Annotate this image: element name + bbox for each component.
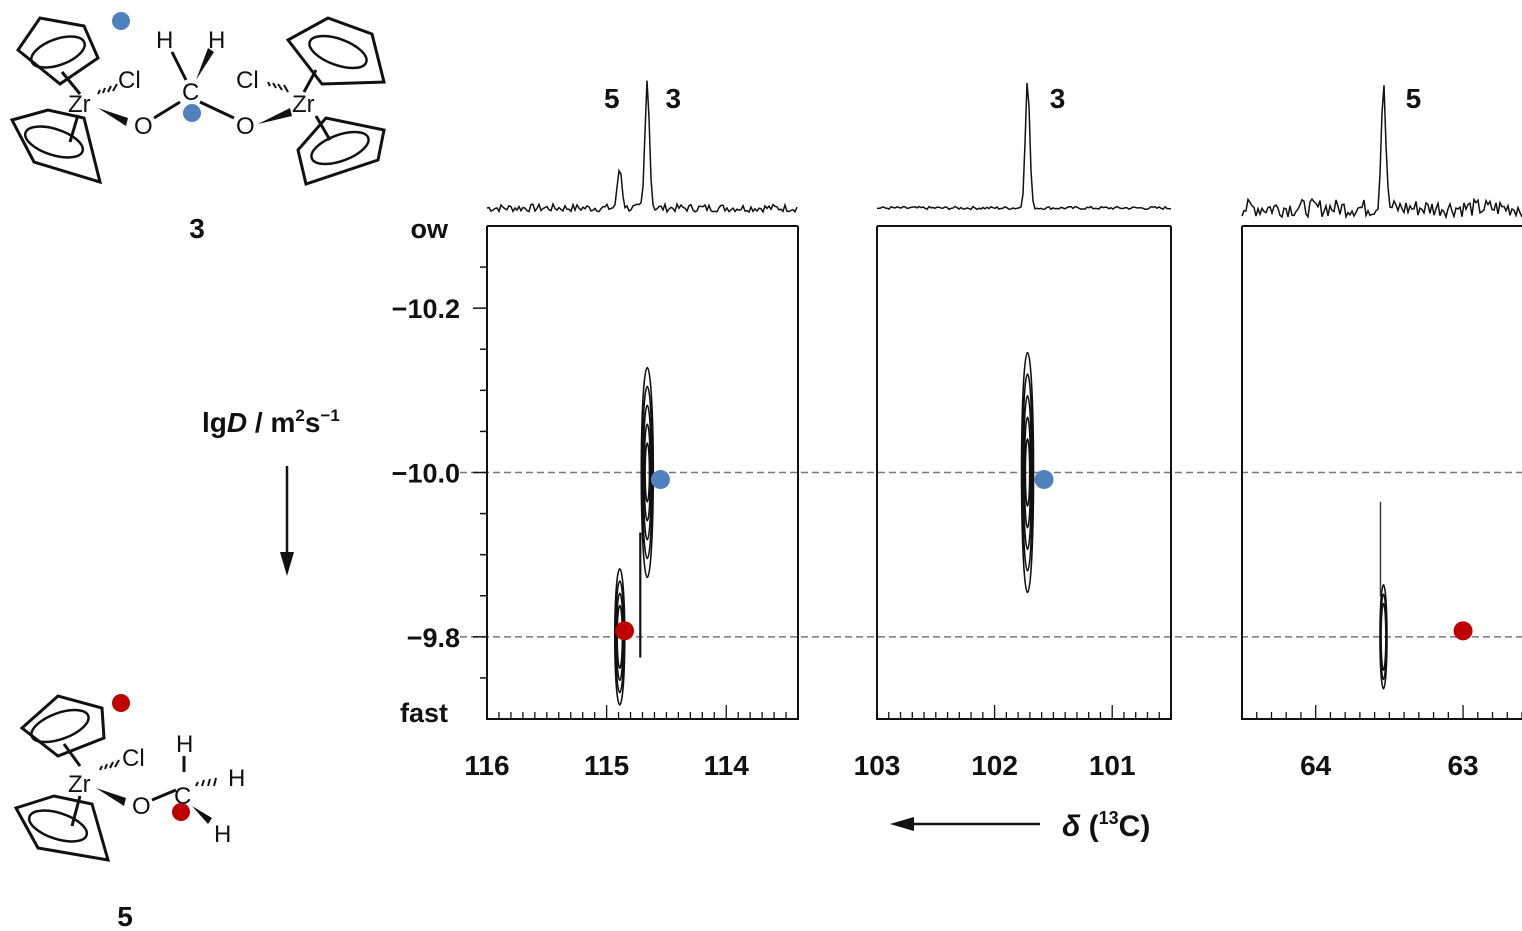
cross-peak-3 [639, 366, 655, 658]
compound-3-number: 3 [189, 213, 205, 244]
x-tick-label: 103 [854, 750, 901, 781]
peak-label: 3 [1050, 83, 1066, 114]
atom-o: O [134, 113, 153, 140]
peak-label: 3 [665, 83, 681, 114]
atom-h: H [156, 27, 173, 54]
compound-5-marker [172, 803, 190, 821]
atom-h: H [228, 765, 245, 792]
compound-3-atoms: Zr Cl O H H C O Cl Zr 3 [68, 12, 315, 244]
cp-ring-inner-icon [308, 34, 368, 70]
contour-line [1023, 416, 1032, 529]
contour-line [641, 385, 654, 560]
y-direction-arrow [280, 466, 294, 576]
contour-line [1021, 373, 1034, 572]
cp-ring-icon [9, 108, 103, 185]
contour-line [640, 366, 655, 579]
compound-5-structure [13, 694, 217, 862]
y-top-label: ow [411, 214, 449, 244]
compound-5-marker [615, 621, 635, 641]
contour-line [642, 404, 653, 541]
atom-h: H [214, 821, 231, 848]
compound-3-marker [183, 104, 201, 122]
atom-c: C [182, 79, 199, 106]
contour-line [644, 442, 651, 503]
atom-cl: Cl [236, 67, 259, 94]
compound-3-marker [650, 470, 670, 489]
panel-p2: 3 103 102 101 [854, 82, 1172, 781]
cp-ring-inner-icon [310, 130, 370, 166]
panels: 5 3 116 115 114 3 103 102 101 5 64 63 [464, 80, 1522, 781]
contour-line [643, 423, 652, 522]
compound-5-number: 5 [117, 901, 133, 931]
spectrum-trace [486, 80, 798, 214]
cross-peak-5 [1379, 501, 1388, 690]
cross-peak-3 [1020, 351, 1035, 594]
y-tick-label: −10.0 [392, 459, 460, 489]
x-tick-label: 64 [1300, 750, 1332, 781]
compound-3-marker [112, 12, 130, 30]
panel-p3: 5 64 63 [1241, 83, 1522, 781]
x-tick-label: 101 [1089, 750, 1136, 781]
contour-line [1024, 438, 1031, 507]
x-tick-label: 116 [464, 750, 509, 781]
atom-zr: Zr [68, 771, 91, 798]
compound-5-marker [1453, 621, 1473, 641]
atom-cl: Cl [118, 67, 141, 94]
peak-label: 5 [1406, 83, 1422, 114]
cp-ring-inner-icon [23, 125, 85, 159]
cp-ring-icon [285, 16, 386, 86]
panel-frame [876, 226, 1172, 720]
contour-line [1022, 394, 1033, 551]
x-axis-label: δ (13C) [1062, 808, 1150, 843]
panel-frame [1241, 226, 1522, 720]
contour-line [1020, 351, 1035, 594]
compound-5-marker [112, 694, 130, 712]
x-tick-label: 114 [704, 750, 750, 781]
y-bottom-label: fast [400, 698, 448, 728]
atom-o: O [236, 113, 255, 140]
atom-cl: Cl [122, 745, 145, 772]
y-tick-label: −9.8 [407, 623, 460, 653]
atom-h: H [208, 27, 225, 54]
y-tick-label: −10.2 [392, 294, 460, 324]
compound-3-structure [9, 16, 386, 186]
y-axis-label: lgD / m2s−1 [202, 406, 340, 438]
spectrum-trace [876, 82, 1171, 211]
atom-zr: Zr [292, 91, 315, 118]
contour-line [1380, 602, 1387, 671]
compound-5-atoms: Zr Cl O C H H H 5 [68, 694, 245, 931]
cp-ring-icon [296, 116, 386, 186]
cp-ring-icon [15, 16, 100, 86]
cp-ring-icon [13, 794, 111, 862]
atom-c: C [174, 783, 191, 810]
atom-zr: Zr [68, 91, 91, 118]
cp-ring-inner-icon [30, 35, 86, 69]
panel-p1: 5 3 116 115 114 [464, 80, 799, 781]
x-tick-label: 63 [1447, 750, 1478, 781]
reference-lines [460, 471, 1522, 638]
atom-h: H [176, 731, 193, 758]
x-direction-arrow [890, 817, 1040, 831]
x-tick-label: 102 [971, 750, 1018, 781]
x-tick-label: 115 [584, 750, 629, 781]
spectrum-trace [1241, 85, 1522, 220]
peak-label: 5 [604, 83, 620, 114]
y-tick-labels: −10.2 −10.0 −9.8 [392, 294, 460, 653]
cp-ring-inner-icon [27, 809, 89, 843]
atom-o: O [132, 793, 151, 820]
cp-ring-inner-icon [30, 708, 90, 744]
compound-3-marker [1034, 470, 1054, 489]
cp-ring-icon [19, 694, 106, 758]
